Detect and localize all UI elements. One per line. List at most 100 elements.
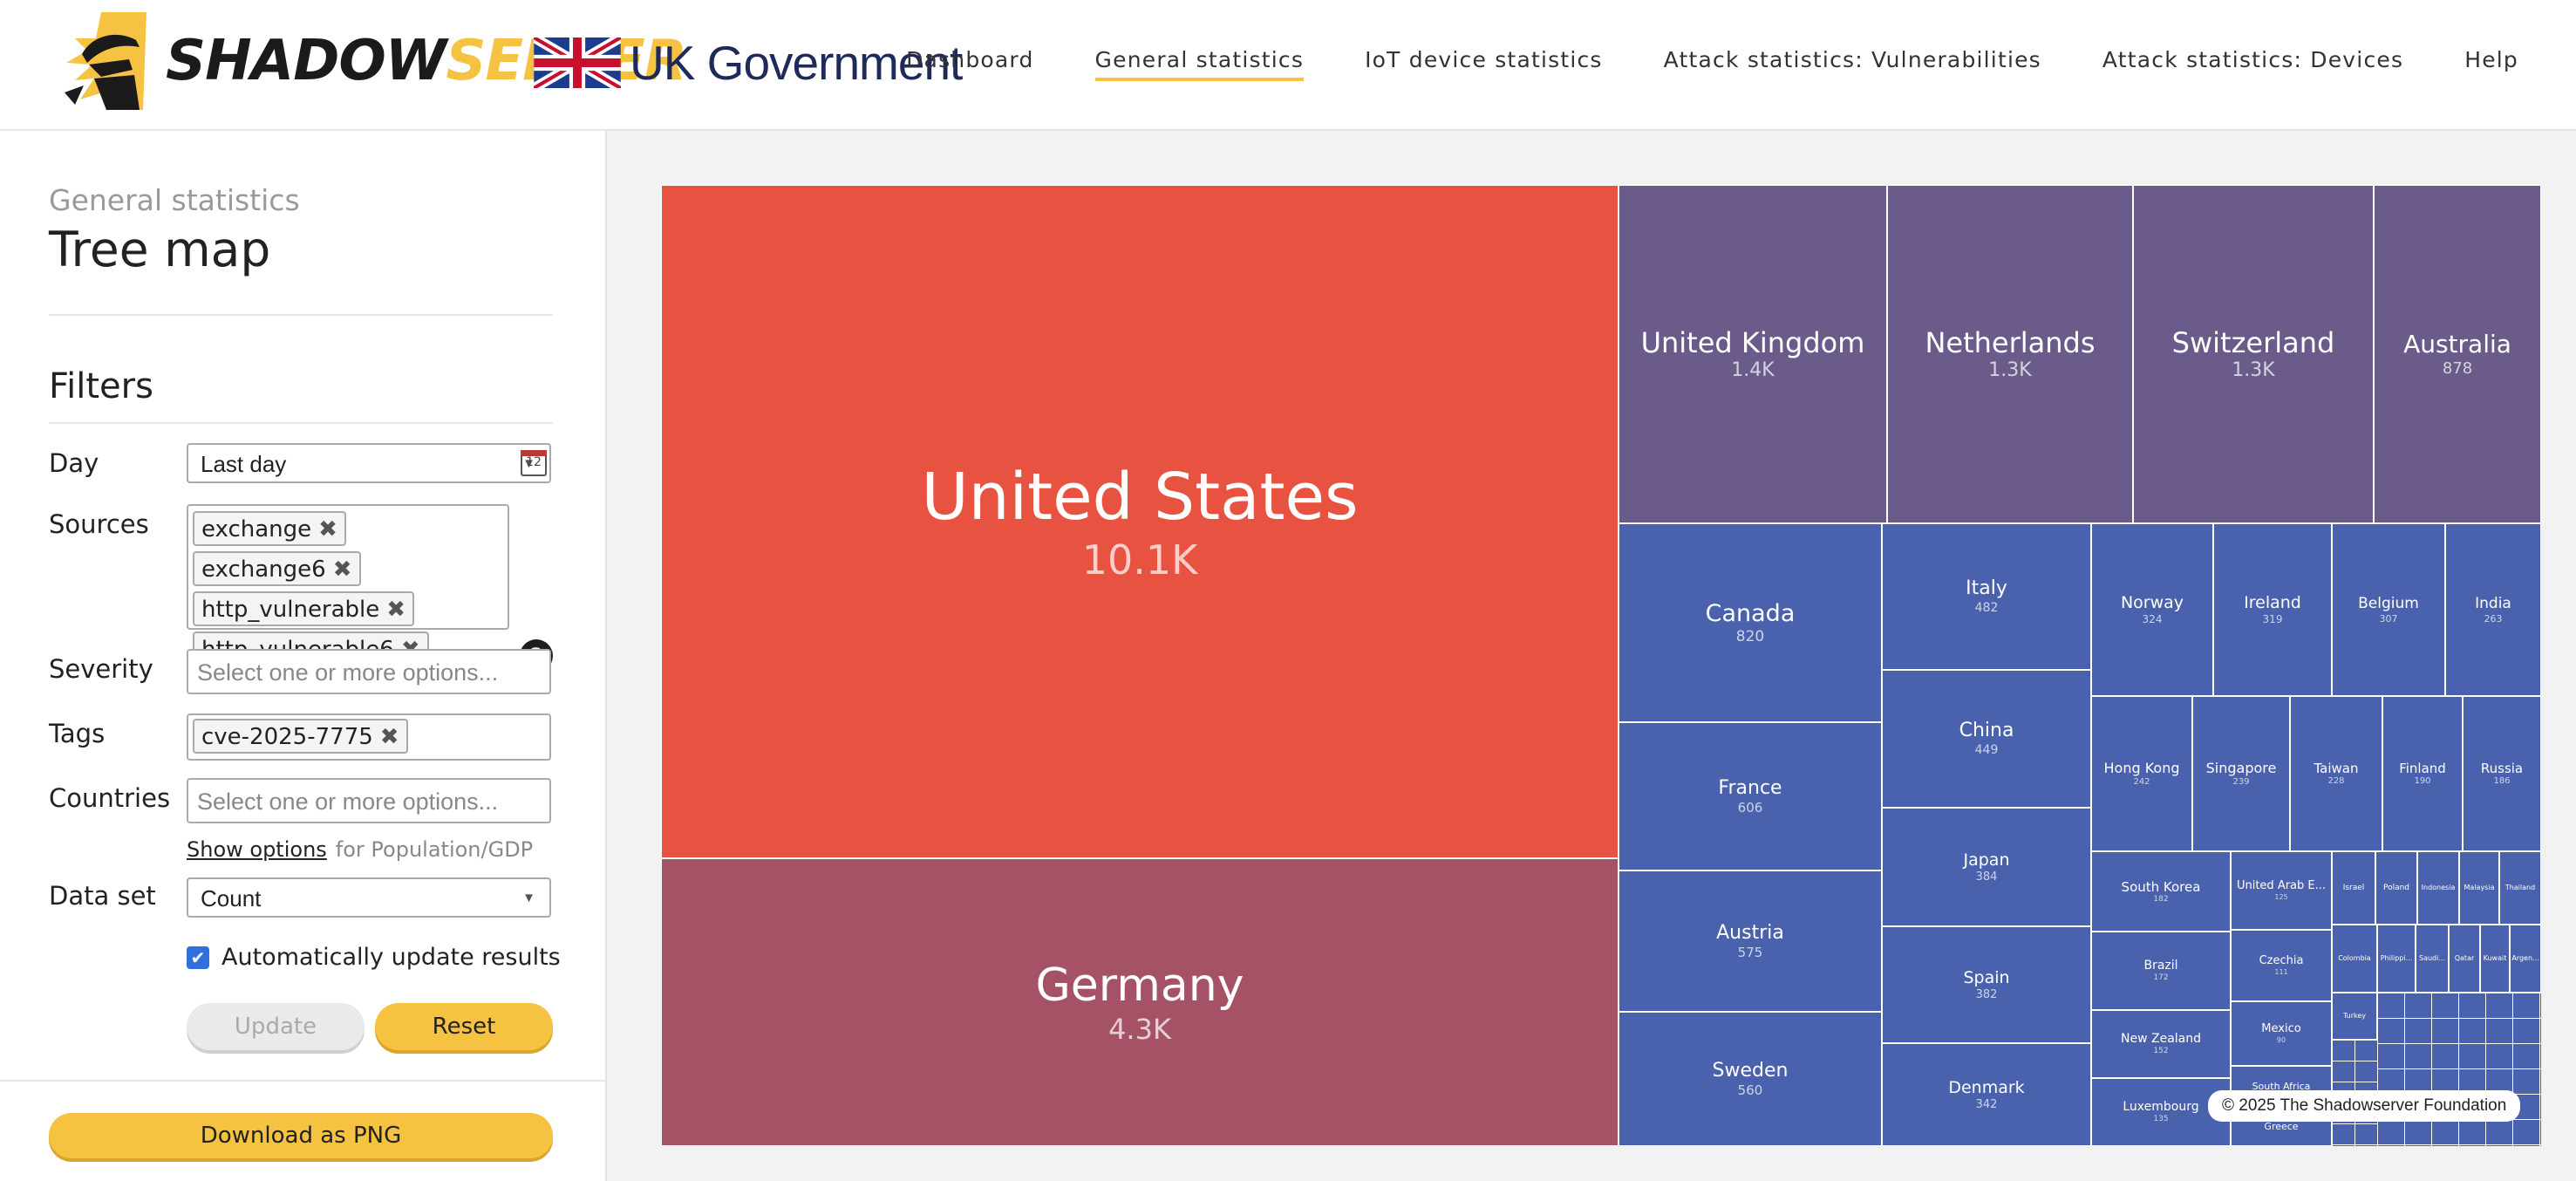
reset-button[interactable]: Reset [375,1003,553,1050]
treemap-cell-name: New Zealand [2121,1032,2201,1047]
treemap-cell[interactable]: United States 10.1K [661,185,1619,858]
sources-label: Sources [49,509,149,539]
day-select[interactable]: Last day [187,443,551,483]
treemap-cell[interactable]: Thailand [2499,851,2541,925]
uk-government-logo[interactable]: UK Government [534,35,963,91]
treemap-cell[interactable]: Indonesia [2417,851,2459,925]
treemap-cell-name: Japan [1963,850,2010,870]
treemap-cell-value: 606 [1737,800,1763,816]
nav-attack-devices[interactable]: Attack statistics: Devices [2102,47,2404,72]
treemap-cell-value: 384 [1975,870,1998,884]
treemap-cell-name: China [1959,720,2014,742]
remove-tag-icon[interactable]: ✖ [318,516,337,543]
treemap-cell-value: 263 [2484,612,2503,625]
treemap-cell[interactable]: Taiwan 228 [2290,696,2382,851]
treemap-cell[interactable]: United Kingdom 1.4K [1619,185,1887,523]
treemap-cell[interactable]: Switzerland 1.3K [2133,185,2374,523]
auto-update-toggle[interactable]: ✔ Automatically update results [187,944,561,971]
treemap-cell[interactable]: Philippi... [2377,925,2416,993]
source-tag-http-vulnerable: http_vulnerable ✖ [193,591,415,626]
treemap-cell-name: Switzerland [2171,325,2335,359]
treemap-cell[interactable]: New Zealand 152 [2091,1010,2231,1078]
treemap-cell-name: Colombia [2338,954,2371,963]
treemap-cell[interactable]: Czechia 111 [2231,930,2332,1001]
checkbox-checked-icon[interactable]: ✔ [187,945,209,969]
nav-general-statistics[interactable]: General statistics [1094,47,1305,81]
treemap-cell-name: Spain [1963,967,2010,987]
treemap-cell[interactable]: Poland [2375,851,2417,925]
treemap-cell-name: Malaysia [2464,884,2495,892]
treemap-cell[interactable]: United Arab E... 125 [2231,851,2332,930]
treemap-cell-name: Greece [2264,1121,2299,1133]
severity-input[interactable]: Select one or more options... [187,649,551,694]
treemap-cell[interactable]: Japan 384 [1882,808,2091,926]
nav-iot-device-statistics[interactable]: IoT device statistics [1365,47,1603,72]
treemap-cell[interactable]: Netherlands 1.3K [1887,185,2133,523]
treemap-cell-name: Sweden [1712,1059,1789,1082]
treemap-cell[interactable]: France 606 [1619,722,1882,870]
treemap-cell[interactable]: China 449 [1882,670,2091,808]
treemap-cell-value: 449 [1974,742,1999,757]
calendar-icon[interactable]: 12 [521,450,547,476]
treemap-cell[interactable]: Hong Kong 242 [2091,696,2192,851]
treemap-cell-name: Netherlands [1925,325,2096,359]
tags-multiselect[interactable]: cve-2025-7775 ✖ [187,713,551,761]
sources-multiselect[interactable]: exchange✖exchange6✖ http_vulnerable✖ htt… [187,504,509,666]
nav-help[interactable]: Help [2464,47,2518,72]
treemap-cell[interactable]: Turkey [2332,993,2377,1040]
treemap-cell[interactable]: Colombia [2332,925,2377,993]
treemap-cell[interactable]: Mexico 90 [2231,1001,2332,1066]
treemap-cell[interactable]: Italy 482 [1882,523,2091,670]
show-options-suffix: for Population/GDP [335,837,534,862]
treemap-cell[interactable]: Malaysia [2459,851,2499,925]
download-png-button[interactable]: Download as PNG [49,1113,553,1158]
remove-tag-icon[interactable]: ✖ [379,724,399,750]
treemap-cell-name: Argen... [2511,954,2539,963]
treemap-cell[interactable]: Austria 575 [1619,870,1882,1012]
treemap-cell[interactable]: Saudi... [2416,925,2449,993]
treemap-cell[interactable]: Norway 324 [2091,523,2213,696]
treemap-cell[interactable]: Australia 878 [2374,185,2541,523]
nav-dashboard[interactable]: Dashboard [906,47,1034,72]
treemap-cell[interactable]: Israel [2332,851,2375,925]
treemap-cell[interactable]: India 263 [2445,523,2541,696]
remove-tag-icon[interactable]: ✖ [386,597,406,623]
remove-tag-icon[interactable]: ✖ [332,556,352,583]
filters-title: Filters [49,366,153,406]
treemap-cell-name: Taiwan [2314,761,2359,776]
treemap-cell[interactable]: Sweden 560 [1619,1012,1882,1146]
copyright-badge: © 2025 The Shadowserver Foundation [2208,1090,2521,1122]
treemap-cell-name: Finland [2399,761,2446,776]
treemap-cell[interactable]: Kuwait [2480,925,2510,993]
countries-input[interactable]: Select one or more options... [187,778,551,823]
treemap-cell[interactable]: Luxembourg 135 [2091,1078,2231,1146]
treemap-cell[interactable]: Brazil 172 [2091,932,2231,1010]
treemap-cell[interactable]: Canada 820 [1619,523,1882,722]
update-button[interactable]: Update [187,1003,365,1050]
treemap-cell[interactable]: Russia 186 [2463,696,2541,851]
treemap-cell-value: 1.3K [2232,359,2275,381]
treemap-cell-value: 239 [2232,776,2250,787]
treemap-cell[interactable]: Qatar [2449,925,2480,993]
treemap-cell[interactable]: Argen... [2510,925,2541,993]
treemap-cell[interactable]: Belgium 307 [2332,523,2445,696]
treemap-cell-value: 575 [1737,945,1763,961]
treemap-cell-value: 90 [2276,1036,2286,1044]
dataset-select[interactable]: Count [187,877,551,918]
breadcrumb[interactable]: General statistics [49,183,300,217]
treemap-cell-name: United Kingdom [1640,325,1865,359]
show-options-link[interactable]: Show options [187,837,327,862]
treemap-cell[interactable]: Ireland 319 [2213,523,2332,696]
treemap-cell[interactable]: Germany 4.3K [661,858,1619,1146]
nav-attack-vulnerabilities[interactable]: Attack statistics: Vulnerabilities [1663,47,2041,72]
treemap-cell[interactable]: South Korea 182 [2091,851,2231,932]
tag-cve: cve-2025-7775 ✖ [193,719,408,754]
treemap-cell-value: 190 [2414,776,2431,786]
treemap-cell[interactable]: Denmark 342 [1882,1043,2091,1146]
treemap-cell-name: Thailand [2504,884,2536,892]
treemap-cell-value: 4.3K [1108,1013,1171,1046]
treemap-cell[interactable]: Spain 382 [1882,926,2091,1043]
treemap-cell[interactable]: Finland 190 [2382,696,2463,851]
treemap-cell[interactable]: Singapore 239 [2192,696,2290,851]
show-options: Show options for Population/GDP [187,837,533,862]
